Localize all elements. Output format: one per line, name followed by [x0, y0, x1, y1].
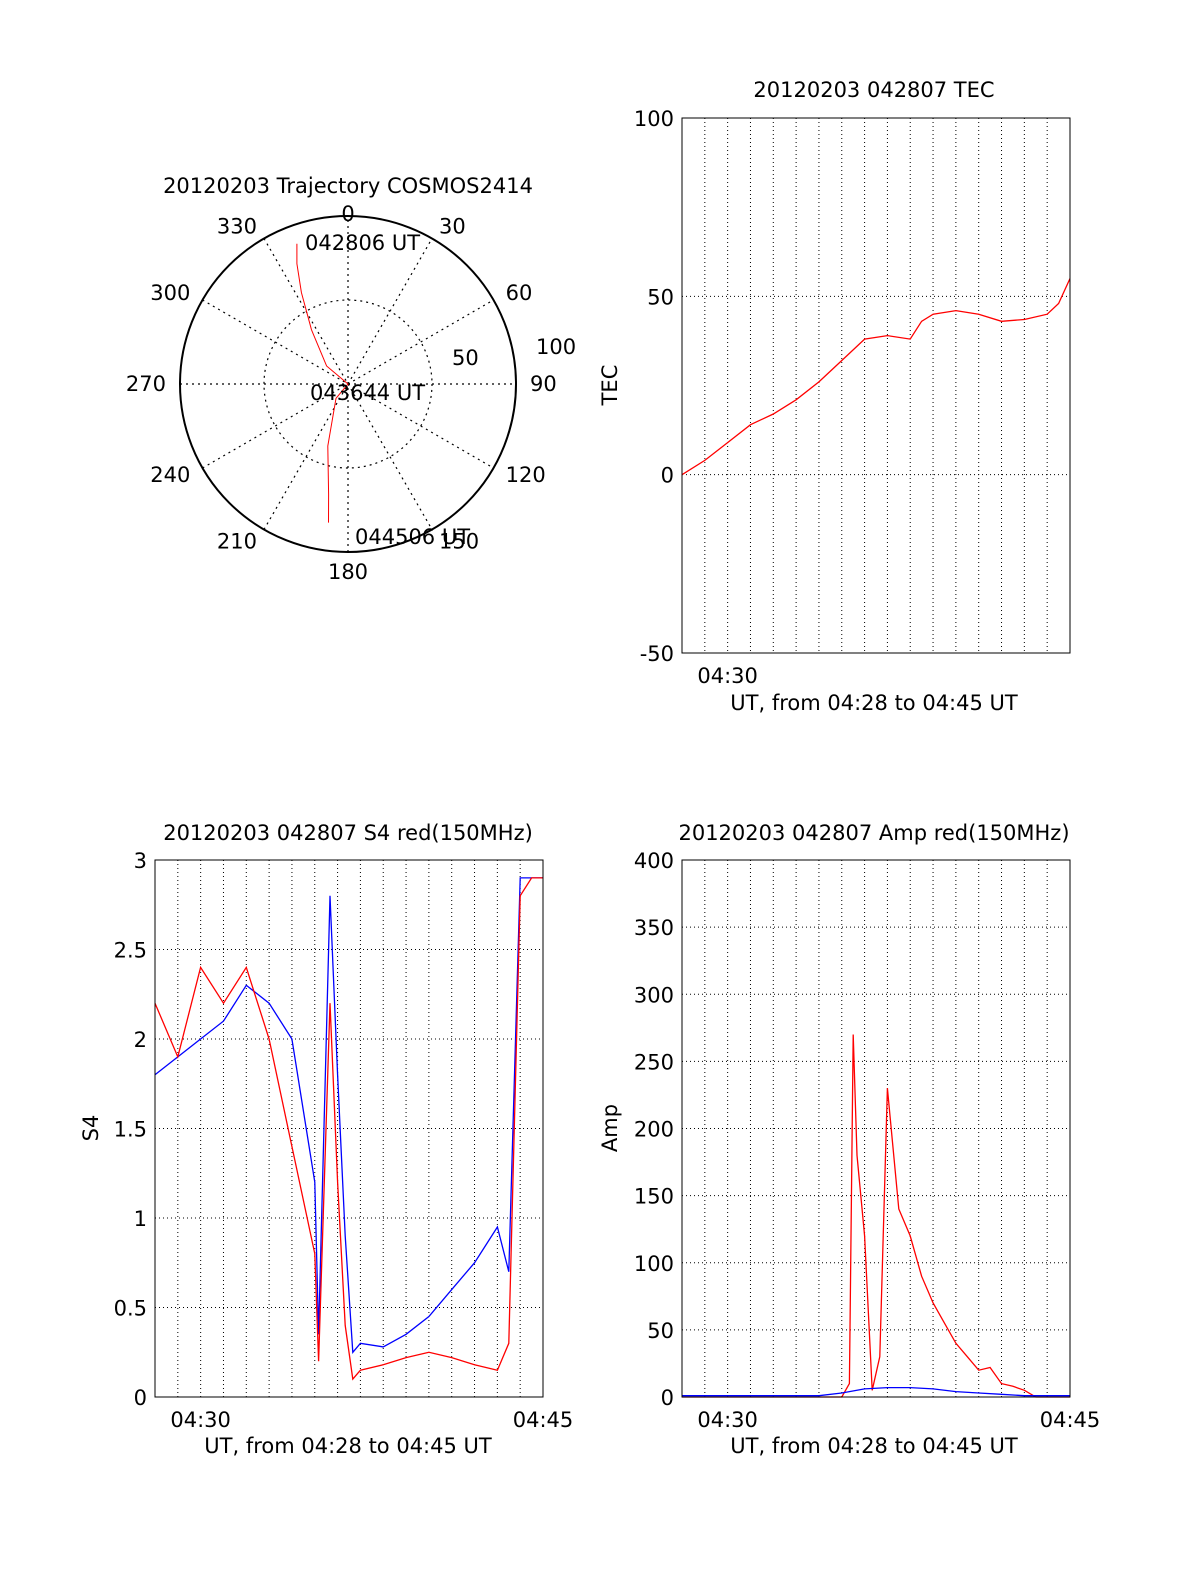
tec-y-ticks: -50 0 50 100 — [634, 107, 674, 666]
tec-grid — [681, 118, 1071, 653]
polar-azimuth-label: 0 — [341, 202, 354, 226]
s4-grid — [154, 860, 544, 1397]
amp-panel: 20120203 042807 Amp red(150MHz) 0 50 100 15… — [598, 821, 1100, 1458]
amp-ytick-label: 350 — [634, 916, 674, 940]
amp-ytick-label: 50 — [647, 1319, 674, 1343]
amp-ytick-label: 400 — [634, 849, 674, 873]
amp-xtick-label: 04:30 — [697, 1408, 758, 1432]
trajectory-start-label: 042806 UT — [305, 231, 420, 255]
amp-y-ticks: 0 50 100 150 200 250 300 350 400 — [634, 849, 674, 1410]
s4-y-label: S4 — [79, 1115, 103, 1142]
amp-x-ticks: 04:30 04:45 — [697, 1408, 1100, 1432]
polar-azimuth-label: 90 — [530, 372, 557, 396]
s4-ytick-label: 1.5 — [114, 1118, 147, 1142]
s4-series — [154, 877, 543, 1381]
tec-ytick-label: -50 — [640, 642, 674, 666]
polar-ring-label: 50 — [452, 346, 479, 370]
polar-azimuth-label: 30 — [439, 214, 466, 238]
amp-plot-frame — [681, 859, 1071, 1398]
trajectory-end-label: 044506 UT — [355, 525, 470, 549]
s4-xtick-label: 04:30 — [170, 1408, 231, 1432]
s4-xtick-label: 04:45 — [513, 1408, 574, 1432]
amp-series-red-line — [682, 1034, 1070, 1398]
s4-ytick-label: 0.5 — [114, 1297, 147, 1321]
polar-azimuth-label: 180 — [328, 560, 368, 584]
polar-azimuth-label: 330 — [217, 214, 257, 238]
polar-azimuth-label: 270 — [126, 372, 166, 396]
amp-ytick-label: 300 — [634, 983, 674, 1007]
tec-ytick-label: 0 — [661, 464, 674, 488]
tec-x-label: UT, from 04:28 to 04:45 UT — [730, 691, 1018, 715]
amp-grid — [681, 860, 1071, 1397]
s4-x-ticks: 04:30 04:45 — [170, 1408, 573, 1432]
polar-panel: 20120203 Trajectory COSMOS2414 0 30 60 90 12… — [126, 174, 576, 584]
amp-x-label: UT, from 04:28 to 04:45 UT — [730, 1434, 1018, 1458]
s4-ytick-label: 2.5 — [114, 939, 147, 963]
polar-ring-label: 100 — [536, 335, 576, 359]
tec-plot-frame — [681, 117, 1071, 654]
amp-series — [682, 1034, 1070, 1398]
polar-azimuth-label: 240 — [150, 463, 190, 487]
trajectory-mid-label: 043644 UT — [310, 381, 425, 405]
amp-ytick-label: 150 — [634, 1185, 674, 1209]
tec-ytick-label: 100 — [634, 107, 674, 131]
amp-ytick-label: 250 — [634, 1050, 674, 1074]
tec-y-label: TEC — [598, 365, 622, 407]
tec-series-red-line — [681, 278, 1071, 476]
s4-ytick-label: 1 — [134, 1207, 147, 1231]
tec-title: 20120203 042807 TEC — [753, 78, 994, 102]
s4-title: 20120203 042807 S4 red(150MHz) — [163, 821, 533, 845]
amp-y-label: Amp — [598, 1104, 622, 1152]
s4-x-label: UT, from 04:28 to 04:45 UT — [204, 1434, 492, 1458]
amp-ytick-label: 0 — [661, 1386, 674, 1410]
amp-title: 20120203 042807 Amp red(150MHz) — [678, 821, 1069, 845]
s4-y-ticks: 0 0.5 1 1.5 2 2.5 3 — [114, 849, 147, 1410]
s4-plot-frame — [154, 859, 544, 1398]
tec-xtick-label: 04:30 — [697, 664, 758, 688]
tec-x-ticks: 04:30 — [697, 664, 758, 688]
tec-ytick-label: 50 — [647, 285, 674, 309]
polar-trajectory-line — [296, 243, 349, 523]
amp-ytick-label: 200 — [634, 1118, 674, 1142]
s4-series-blue-line — [154, 877, 543, 1354]
tec-series — [681, 278, 1071, 476]
polar-azimuth-label: 300 — [150, 281, 190, 305]
s4-ytick-label: 2 — [134, 1028, 147, 1052]
polar-azimuth-label: 60 — [506, 281, 533, 305]
amp-series-blue-line — [682, 1386, 1070, 1397]
polar-azimuth-label: 120 — [506, 463, 546, 487]
polar-title: 20120203 Trajectory COSMOS2414 — [163, 174, 533, 198]
s4-series-red-line — [154, 877, 543, 1381]
s4-panel: 20120203 042807 S4 red(150MHz) 0 0.5 1 1.5 2… — [79, 821, 573, 1458]
s4-ytick-label: 3 — [134, 849, 147, 873]
polar-azimuth-label: 210 — [217, 530, 257, 554]
amp-ytick-label: 100 — [634, 1252, 674, 1276]
s4-ytick-label: 0 — [134, 1386, 147, 1410]
polar-azimuth-label: 150 — [439, 530, 479, 554]
amp-xtick-label: 04:45 — [1040, 1408, 1101, 1432]
polar-labels: 0 30 60 90 120 150 180 210 240 270 300 330 50 100 — [126, 202, 576, 584]
